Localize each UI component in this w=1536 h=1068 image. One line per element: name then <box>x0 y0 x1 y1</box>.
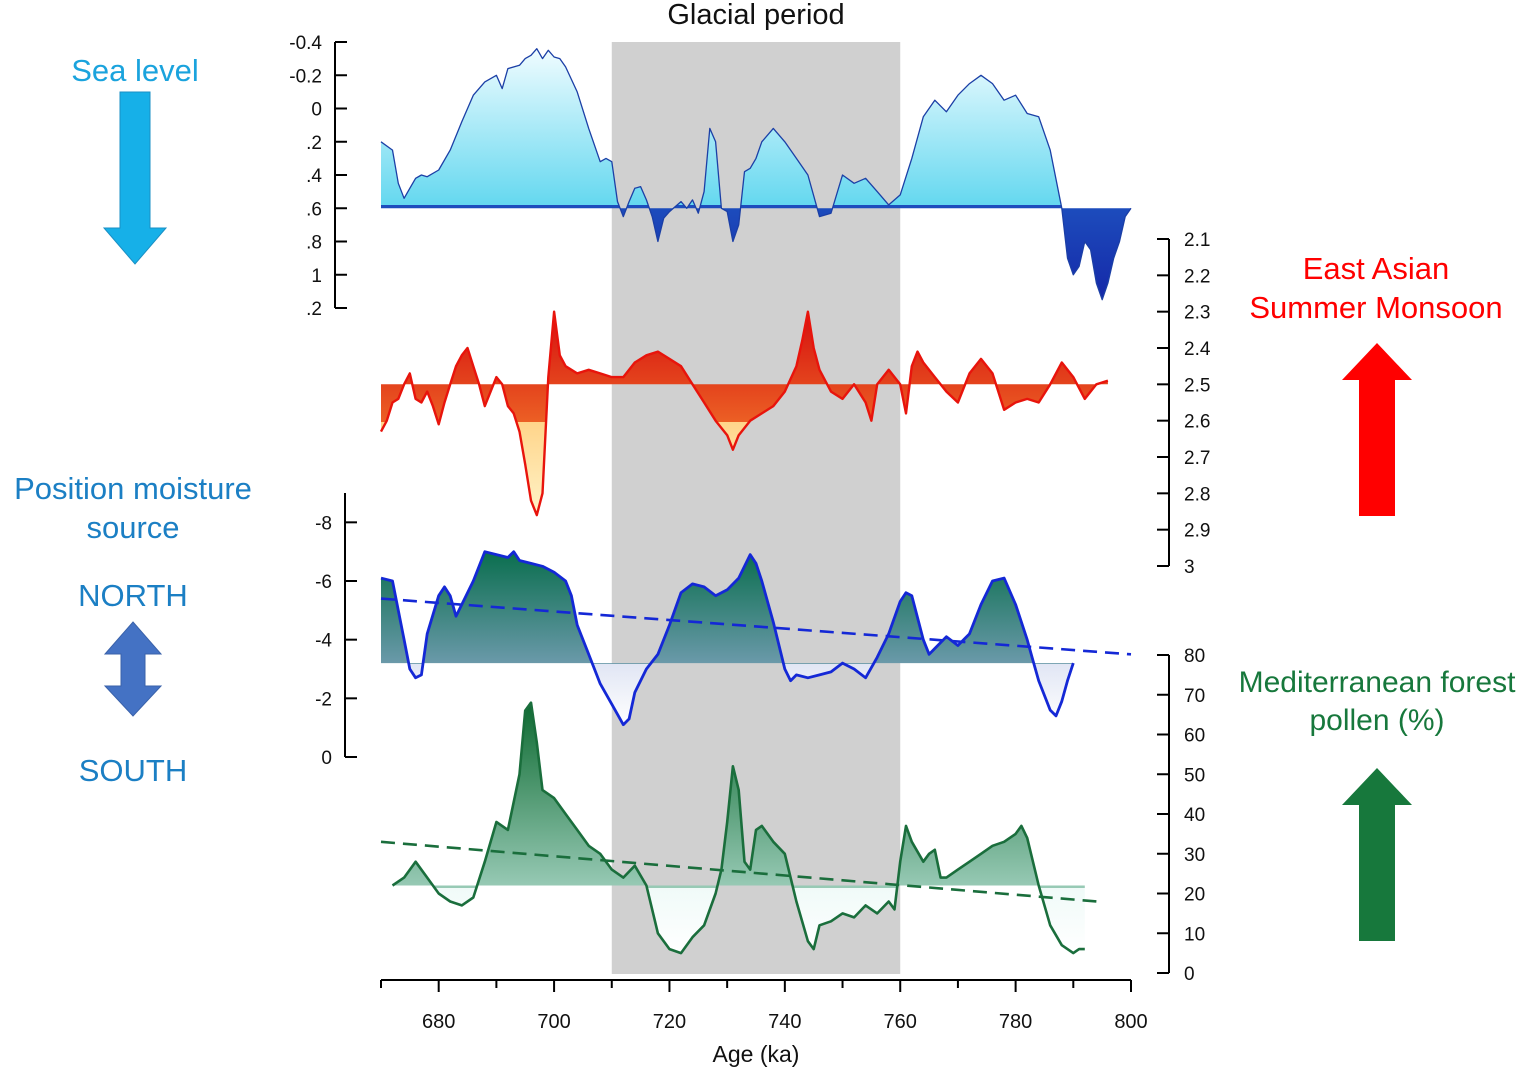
moisture-source-label: Position moisture source <box>0 470 266 548</box>
axis-for-tick-label: 50 <box>1184 765 1205 786</box>
axis-mon: 3 2.9 2.8 2.7 2.6 2.5 2.4 2.3 2.2 2.1 <box>1157 230 1211 578</box>
series-for-trend-line <box>380 840 1097 903</box>
forest-label-line-1: Mediterranean forest <box>1238 666 1516 699</box>
axis-mon-tick-label: 3 <box>1184 557 1195 578</box>
axis-for-tick-label: 80 <box>1184 646 1205 667</box>
monsoon-label: East Asian Summer Monsoon <box>1226 250 1526 328</box>
axis-for-tick-label: 40 <box>1184 805 1205 826</box>
monsoon-label-line-1: East Asian <box>1302 251 1450 286</box>
moisture-label-line-1: Position moisture <box>14 471 252 506</box>
series-moi <box>380 550 1132 727</box>
axis-moi-tick-label: -8 <box>315 513 332 534</box>
axis-mon-tick-label: 2.3 <box>1184 303 1210 324</box>
axis-mon-tick-label: 2.8 <box>1184 484 1210 505</box>
axis-mon-tick-label: 2.4 <box>1184 339 1211 360</box>
axis-for-tick-label: 10 <box>1184 924 1205 945</box>
axis-sea-tick-label: .2 <box>306 299 322 320</box>
x-axis-tick-label: 720 <box>653 1011 686 1033</box>
sea-level-label: Sea level <box>40 52 230 91</box>
series-moi-line <box>380 550 1075 727</box>
forest-up-arrow <box>1342 768 1412 941</box>
series-moi-fill-above <box>381 551 1074 664</box>
axis-for-tick-label: 60 <box>1184 726 1205 747</box>
x-axis-tick-label: 800 <box>1114 1011 1147 1033</box>
series-for-line <box>391 701 1085 955</box>
axis-sea-tick-label: .6 <box>306 199 322 220</box>
sea-level-text: Sea level <box>71 53 199 88</box>
series-moi-trend-line <box>380 597 1132 656</box>
axis-sea-tick-label: 0 <box>311 100 322 121</box>
south-text: SOUTH <box>78 753 188 788</box>
north-south-double-arrow <box>103 621 163 717</box>
series-mon-fill-above <box>381 311 1108 422</box>
sea-level-down-arrow <box>102 91 168 265</box>
axis-moi: -8 -6 -4 -2 0 <box>315 493 357 769</box>
north-text: NORTH <box>78 578 188 613</box>
series-mon <box>379 310 1109 517</box>
axis-for-tick-label: 70 <box>1184 686 1205 707</box>
axis-mon-tick-label: 2.7 <box>1184 448 1210 469</box>
series-mon-line <box>379 310 1109 517</box>
axis-for-tick-label: 20 <box>1184 885 1205 906</box>
monsoon-label-line-2: Summer Monsoon <box>1249 289 1503 325</box>
axis-moi-tick-label: -2 <box>315 689 332 710</box>
series-sea-fill-above <box>381 48 1062 205</box>
axis-moi-tick-label: -6 <box>315 572 332 593</box>
axis-sea-tick-label: .2 <box>306 133 322 154</box>
x-axis-tick-label: 700 <box>537 1011 570 1033</box>
axis-sea-tick-label: .8 <box>306 233 322 254</box>
x-axis-tick-label: 680 <box>422 1011 455 1033</box>
series-sea-line <box>380 48 1132 301</box>
axis-sea-tick-label: .4 <box>306 166 322 187</box>
axis-mon-tick-label: 2.6 <box>1184 412 1210 433</box>
x-axis-tick-label: 780 <box>999 1011 1032 1033</box>
glacial-period-label: Glacial period <box>667 0 844 31</box>
axis-sea-tick-label: 1 <box>311 266 322 287</box>
south-label: SOUTH <box>40 752 226 791</box>
axis-mon-tick-label: 2.2 <box>1184 266 1210 287</box>
axis-mon-tick-label: 2.5 <box>1184 375 1210 396</box>
series-sea <box>380 48 1132 301</box>
moisture-label-line-2: source <box>86 509 180 545</box>
x-axis-tick-label: 760 <box>884 1011 917 1033</box>
axis-moi-tick-label: -4 <box>315 631 332 652</box>
series-for <box>380 701 1097 955</box>
series-layer <box>379 48 1132 955</box>
axis-sea: -0.4 -0.2 0 .2 .4 .6 .8 1 .2 <box>289 33 347 320</box>
x-axis-label: Age (ka) <box>713 1041 800 1067</box>
axis-mon-tick-label: 2.1 <box>1184 230 1210 251</box>
x-axis: 680 700 720 740 760 780 800 Age (ka) <box>380 979 1148 1067</box>
axis-for: 80 70 60 50 40 30 20 10 0 <box>1157 646 1205 985</box>
forest-label-line-2: pollen (%) <box>1309 703 1445 737</box>
axis-moi-tick-label: 0 <box>321 748 332 769</box>
axis-sea-tick-label: -0.2 <box>289 66 322 87</box>
north-label: NORTH <box>40 577 226 616</box>
x-axis-tick-label: 740 <box>768 1011 801 1033</box>
axis-sea-tick-label: -0.4 <box>289 33 322 54</box>
axes-layer: -0.4 -0.2 0 .2 .4 .6 .8 1 .2 3 2.9 2.8 2.7 2.6 2.5 2.4 2… <box>289 33 1211 1067</box>
axis-for-tick-label: 0 <box>1184 964 1195 985</box>
axis-for-tick-label: 30 <box>1184 845 1205 866</box>
axis-mon-tick-label: 2.9 <box>1184 521 1210 542</box>
monsoon-up-arrow <box>1342 343 1412 516</box>
forest-pollen-label: Mediterranean forest pollen (%) <box>1218 664 1536 739</box>
